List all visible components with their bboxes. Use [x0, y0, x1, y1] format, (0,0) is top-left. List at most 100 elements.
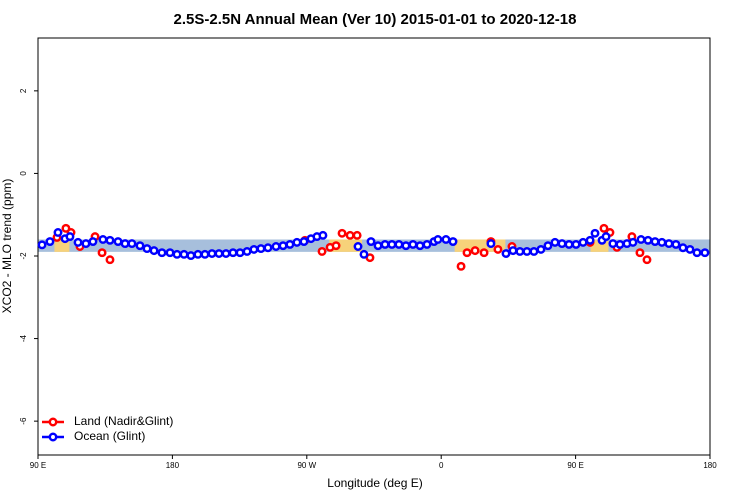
data-point [441, 235, 451, 244]
data-point [249, 244, 259, 254]
data-point [186, 251, 196, 261]
data-point [486, 239, 496, 249]
data-point [135, 241, 145, 251]
data-point [387, 239, 397, 249]
y-tick-label: -2 [19, 252, 28, 260]
data-point [508, 246, 518, 256]
y-tick-label: 0 [19, 171, 28, 176]
data-point [242, 247, 252, 256]
series-0 [52, 223, 652, 271]
data-point [65, 232, 75, 242]
data-point [678, 243, 688, 253]
data-point [278, 241, 288, 251]
data-point [299, 237, 309, 246]
data-point [650, 237, 660, 246]
data-point [433, 235, 443, 244]
data-point [88, 237, 98, 246]
data-point [380, 239, 390, 249]
data-point [256, 244, 266, 254]
data-point [200, 249, 210, 259]
legend-label: Land (Nadir&Glint) [74, 414, 173, 428]
y-axis-label: XCO2 - MLO trend (ppm) [0, 179, 14, 314]
data-point [172, 249, 182, 259]
x-tick-label: 180 [166, 461, 180, 470]
data-point [292, 237, 302, 247]
data-point [415, 241, 425, 251]
data-point [571, 239, 581, 249]
data-point [601, 232, 611, 242]
data-point [462, 248, 472, 258]
data-point [105, 255, 115, 265]
data-point [193, 249, 203, 259]
data-point [127, 239, 137, 249]
series-1 [37, 228, 710, 261]
data-point [53, 228, 63, 237]
data-point [401, 241, 411, 251]
data-point [366, 237, 376, 246]
data-point [422, 239, 432, 249]
data-point [564, 239, 574, 249]
data-point [456, 261, 466, 271]
data-point [337, 228, 347, 238]
x-tick-label: 0 [439, 461, 444, 470]
data-point [359, 249, 369, 259]
data-point [550, 237, 560, 247]
data-point [664, 239, 674, 249]
data-point [615, 239, 625, 249]
data-point [345, 230, 355, 240]
data-point [228, 248, 238, 258]
chart-title: 2.5S-2.5N Annual Mean (Ver 10) 2015-01-0… [174, 11, 577, 28]
x-tick-label: 180 [703, 461, 717, 470]
data-point [331, 241, 341, 251]
data-point [685, 244, 695, 254]
data-point [285, 239, 295, 249]
data-point [501, 249, 511, 258]
data-point [179, 249, 189, 259]
data-point [165, 248, 175, 258]
data-point [142, 244, 152, 254]
data-point [448, 237, 458, 246]
data-point [522, 247, 532, 256]
data-point [73, 237, 83, 247]
data-point [493, 244, 503, 254]
data-point [642, 255, 652, 265]
data-point [113, 237, 123, 246]
data-point [352, 230, 362, 240]
data-point [37, 240, 47, 250]
legend-label: Ocean (Glint) [74, 429, 145, 443]
data-point [263, 243, 273, 253]
data-point [408, 239, 418, 249]
data-point [317, 247, 327, 256]
y-tick-label: 2 [19, 88, 28, 93]
y-tick-label: -4 [19, 334, 28, 342]
data-point [578, 237, 588, 247]
data-point [529, 247, 539, 256]
y-tick-label: -6 [19, 417, 28, 425]
data-point [599, 223, 609, 233]
data-point [235, 248, 245, 258]
legend-marker [48, 417, 58, 427]
data-point [671, 239, 681, 249]
data-point [120, 239, 130, 249]
data-point [643, 235, 653, 245]
data-point [557, 239, 567, 249]
data-point [700, 248, 710, 258]
data-point [105, 235, 115, 245]
data-point [157, 248, 167, 258]
data-point [149, 246, 159, 256]
data-point [543, 241, 553, 251]
data-point [373, 241, 383, 251]
x-tick-label: 90 E [30, 461, 46, 470]
data-point [470, 246, 480, 256]
data-point [692, 248, 702, 258]
data-point [214, 249, 224, 258]
legend-marker [48, 432, 58, 442]
data-point [318, 230, 328, 240]
data-point [221, 249, 231, 258]
data-point [45, 237, 55, 246]
data-point [207, 249, 217, 258]
data-point [271, 242, 281, 251]
x-tick-label: 90 W [297, 461, 316, 470]
data-point [636, 235, 646, 244]
